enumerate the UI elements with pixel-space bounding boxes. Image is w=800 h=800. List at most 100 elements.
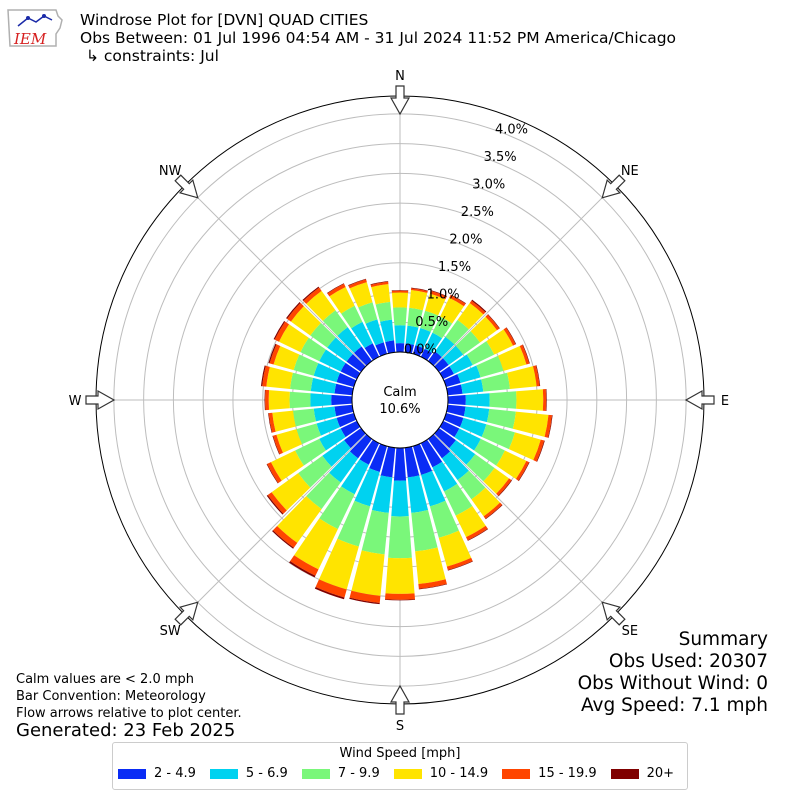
wind-bar-segment bbox=[268, 412, 276, 433]
grid-spoke bbox=[184, 184, 367, 367]
wind-bar-segment bbox=[429, 500, 459, 538]
radial-tick-label: 0.0% bbox=[404, 343, 437, 358]
wind-bar-segment bbox=[385, 593, 415, 600]
radial-tick-label: 2.0% bbox=[449, 233, 482, 248]
wind-bar-segment bbox=[469, 300, 486, 315]
wind-bar-segment bbox=[370, 281, 389, 285]
calm-note: Calm values are < 2.0 mph bbox=[16, 672, 195, 687]
flow-arrow-shape bbox=[684, 389, 715, 411]
wind-bar-segment bbox=[385, 557, 415, 594]
generated-date: Generated: 23 Feb 2025 bbox=[16, 720, 236, 741]
wind-bar-segment bbox=[496, 450, 527, 480]
calm-circle bbox=[351, 351, 449, 449]
logo-text: IEM bbox=[13, 30, 47, 48]
wind-bar-segment bbox=[371, 475, 393, 513]
wind-bar-segment bbox=[272, 434, 284, 455]
legend-swatch bbox=[393, 768, 422, 779]
wind-bar-segment bbox=[483, 467, 510, 494]
wind-bar-segment bbox=[272, 530, 294, 549]
wind-bar-segment bbox=[274, 321, 290, 342]
wind-bar-segment bbox=[334, 404, 354, 417]
wind-bar-segment bbox=[463, 406, 490, 423]
wind-bar-segment bbox=[481, 424, 515, 450]
wind-bar-segment bbox=[277, 496, 322, 543]
wind-bar-segment bbox=[393, 307, 407, 326]
wind-bar-segment bbox=[326, 283, 345, 294]
wind-bar-segment bbox=[384, 599, 416, 601]
iem-logo: IEM bbox=[6, 6, 64, 52]
wind-bar-segment bbox=[287, 302, 304, 322]
wind-bar-segment bbox=[313, 406, 337, 422]
wind-bar-segment bbox=[533, 439, 545, 462]
wind-bar-segment bbox=[278, 324, 309, 353]
wind-bar-segment bbox=[375, 342, 388, 357]
chart-overlay: 0.0% 0.5% 1.0% 1.5% 2.0% 2.5% 3.0% 3.5% 4.0% Calm… bbox=[69, 69, 730, 734]
wind-bar-segment bbox=[441, 451, 469, 481]
flow-arrow-shape bbox=[601, 174, 626, 199]
direction-label: NE bbox=[621, 164, 639, 179]
wind-bar-segment bbox=[467, 528, 489, 541]
wind-bar-segment bbox=[455, 331, 481, 355]
wind-bar-segment bbox=[412, 443, 433, 475]
wind-bar-segment bbox=[290, 555, 319, 576]
obs-used: Obs Used: 20307 bbox=[608, 651, 768, 672]
radial-tick-label: 1.5% bbox=[438, 260, 471, 275]
wind-bar-segment bbox=[289, 391, 311, 409]
flow-arrow-icon bbox=[684, 389, 715, 411]
wind-bar-segment bbox=[336, 372, 357, 388]
wind-bar-segment bbox=[424, 332, 443, 353]
wind-bar-segment bbox=[460, 417, 487, 437]
wind-bar-segment bbox=[410, 288, 428, 293]
flow-arrow-icon bbox=[85, 389, 116, 411]
avg-speed: Avg Speed: 7.1 mph bbox=[580, 695, 768, 716]
wind-bar-segment bbox=[428, 434, 451, 459]
wind-bar-segment bbox=[404, 446, 420, 478]
wind-bar-segment bbox=[485, 504, 503, 520]
wind-bar-segment bbox=[544, 414, 553, 438]
wind-bar-segment bbox=[443, 412, 464, 428]
wind-bar-segment bbox=[340, 362, 361, 380]
wind-bar-segment bbox=[489, 391, 517, 409]
wind-bar-segment bbox=[434, 336, 455, 358]
wind-bar-segment bbox=[268, 390, 290, 410]
wind-bar-segment bbox=[449, 440, 476, 465]
legend-item: 10 - 14.9 bbox=[393, 766, 488, 781]
speed-legend: Wind Speed [mph] 2 - 4.9 5 - 6.9 7 - 9.9 10… bbox=[112, 742, 688, 790]
wind-bar-segment bbox=[318, 538, 359, 590]
wind-bar-segment bbox=[266, 366, 293, 390]
wind-bar-segment bbox=[503, 327, 516, 346]
wind-bar-segment bbox=[314, 586, 345, 600]
wind-bar-segment bbox=[411, 509, 438, 552]
wind-bar-segment bbox=[466, 454, 495, 482]
wind-bar-segment bbox=[286, 302, 301, 319]
legend-swatch bbox=[610, 768, 639, 779]
flow-arrow-shape bbox=[389, 85, 411, 116]
wind-bar-segment bbox=[331, 394, 353, 406]
wind-bar-segment bbox=[341, 305, 363, 329]
grid-spoke bbox=[433, 433, 616, 616]
wind-bar-segment bbox=[266, 463, 279, 484]
wind-bar-segment bbox=[455, 506, 486, 538]
wind-bar-segment bbox=[507, 366, 537, 390]
wind-bar-segment bbox=[548, 415, 553, 438]
wind-bar-segment bbox=[394, 325, 406, 344]
radial-tick-label: 1.0% bbox=[427, 288, 460, 303]
radial-tick-label: 3.0% bbox=[472, 178, 505, 193]
legend-label: 2 - 4.9 bbox=[154, 766, 196, 781]
wind-bar-segment bbox=[421, 470, 446, 507]
wind-bar-segment bbox=[418, 583, 448, 590]
wind-bar-segment bbox=[337, 327, 362, 353]
wind-bar-segment bbox=[446, 404, 466, 417]
wind-bar-segment bbox=[415, 547, 446, 585]
wind-bar-segment bbox=[483, 502, 503, 519]
flow-arrow-shape bbox=[601, 601, 626, 626]
legend-label: 5 - 6.9 bbox=[245, 766, 288, 781]
wind-bar-segment bbox=[354, 468, 380, 507]
wind-bar-segment bbox=[446, 557, 473, 571]
wind-bar-segment bbox=[388, 516, 412, 559]
wind-bar-segment bbox=[369, 443, 388, 473]
wind-bar-segment bbox=[405, 325, 419, 345]
wind-bar-segment bbox=[429, 290, 447, 300]
wind-bar-segment bbox=[349, 590, 381, 603]
